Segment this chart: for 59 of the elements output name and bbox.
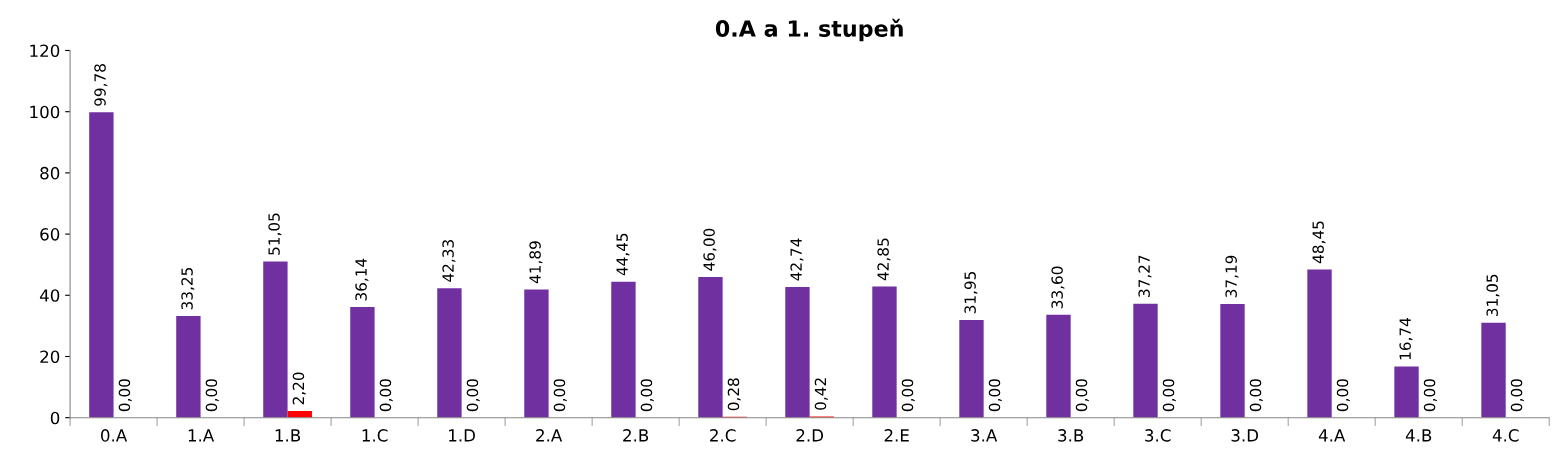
y-tick-label: 0 bbox=[50, 411, 60, 425]
y-tick-label: 60 bbox=[40, 228, 60, 241]
data-label: 0,00 bbox=[553, 379, 567, 412]
data-label: 0,00 bbox=[379, 379, 393, 412]
x-tick-label: 4.C bbox=[1492, 429, 1519, 442]
x-tick-label: 3.A bbox=[971, 429, 998, 442]
data-label: 0,00 bbox=[1336, 379, 1350, 412]
data-label: 0,00 bbox=[1162, 379, 1176, 412]
x-tick-label: 2.B bbox=[623, 429, 649, 442]
data-label: 46,00 bbox=[703, 228, 717, 271]
data-label: 37,27 bbox=[1138, 255, 1152, 297]
x-tick-label: 2.E bbox=[884, 429, 909, 442]
x-tick-label: 4.B bbox=[1405, 429, 1432, 442]
data-label: 99,78 bbox=[94, 64, 108, 106]
data-label: 0,00 bbox=[466, 379, 480, 412]
data-label: 0,00 bbox=[1510, 379, 1524, 412]
data-label: 0,00 bbox=[205, 379, 219, 412]
data-label: 0,28 bbox=[727, 378, 741, 411]
x-tick-label: 1.B bbox=[275, 429, 301, 442]
y-tick-label: 20 bbox=[40, 350, 60, 364]
data-label: 0,42 bbox=[814, 378, 828, 410]
x-tick-label: 0.A bbox=[101, 429, 128, 442]
x-tick-label: 1.D bbox=[449, 429, 475, 442]
data-label: 0,00 bbox=[901, 379, 915, 412]
data-label: 0,00 bbox=[1075, 379, 1089, 412]
data-label: 44,45 bbox=[616, 233, 630, 276]
chart-title: 0.A a 1. stupeň bbox=[715, 18, 903, 42]
data-label: 42,74 bbox=[790, 238, 804, 281]
x-tick-label: 4.A bbox=[1318, 429, 1346, 442]
data-label: 0,00 bbox=[640, 379, 654, 412]
x-tick-label: 3.D bbox=[1231, 429, 1259, 442]
data-label: 2,20 bbox=[292, 372, 306, 405]
data-label: 0,00 bbox=[1423, 379, 1437, 412]
y-tick-label: 100 bbox=[30, 105, 60, 119]
y-tick-label: 80 bbox=[40, 166, 60, 180]
x-tick-label: 3.C bbox=[1145, 429, 1171, 442]
data-label: 41,89 bbox=[529, 241, 543, 284]
x-tick-label: 2.A bbox=[536, 429, 563, 442]
data-label: 33,60 bbox=[1051, 266, 1065, 309]
x-tick-label: 2.D bbox=[796, 429, 824, 442]
data-label: 31,95 bbox=[964, 271, 978, 314]
data-label: 36,14 bbox=[355, 258, 369, 301]
data-label: 0,00 bbox=[118, 379, 132, 412]
data-label: 51,05 bbox=[268, 213, 282, 255]
data-label: 31,05 bbox=[1486, 274, 1500, 316]
y-tick-label: 120 bbox=[30, 44, 60, 58]
data-label: 16,74 bbox=[1399, 318, 1413, 360]
data-label: 0,00 bbox=[988, 379, 1002, 412]
y-tick-label: 40 bbox=[39, 289, 60, 302]
data-label: 0,00 bbox=[1249, 379, 1263, 412]
data-label: 48,45 bbox=[1312, 221, 1326, 264]
x-tick-label: 1.A bbox=[188, 429, 215, 442]
x-tick-label: 2.C bbox=[710, 429, 736, 442]
x-tick-label: 1.C bbox=[362, 429, 388, 442]
x-tick-label: 3.B bbox=[1058, 429, 1084, 442]
data-label: 42,85 bbox=[877, 238, 891, 281]
data-label: 33,25 bbox=[181, 267, 195, 310]
data-label: 37,19 bbox=[1225, 255, 1239, 298]
data-label: 42,33 bbox=[442, 240, 456, 282]
